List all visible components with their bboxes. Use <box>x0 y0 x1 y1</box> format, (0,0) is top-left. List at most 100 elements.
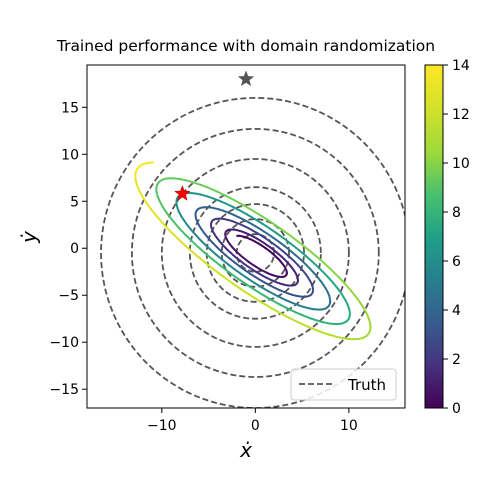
trajectory-segment <box>236 277 247 285</box>
trajectory-segment <box>211 197 220 202</box>
trajectory-segment <box>164 210 171 218</box>
trajectory-segment <box>308 267 315 274</box>
trajectory-segment <box>224 254 232 260</box>
trajectory-segment <box>228 271 239 280</box>
trajectory-segment <box>301 323 313 330</box>
y-tick-label: −15 <box>49 382 79 398</box>
truth-circle <box>130 127 380 378</box>
trajectory-segment <box>244 283 256 291</box>
trajectory-segment <box>350 289 358 298</box>
trajectory-segment <box>306 248 318 258</box>
trajectory-segment <box>294 254 302 261</box>
trajectory-segment <box>249 272 257 278</box>
legend-truth-label: Truth <box>347 376 386 394</box>
y-tick-label: 0 <box>70 241 79 257</box>
trajectory-segment <box>335 335 344 340</box>
trajectory-segment <box>243 218 251 224</box>
trajectory-segment <box>280 228 292 237</box>
truth-circles <box>100 96 405 408</box>
truth-circle <box>160 158 350 348</box>
trajectory-segment <box>212 258 222 268</box>
trajectory-segment <box>297 249 307 257</box>
trajectory-segment <box>253 217 263 225</box>
trajectory-segment <box>252 209 264 218</box>
trajectory-segment <box>161 222 171 232</box>
y-tick-label: 15 <box>61 100 79 116</box>
trajectory-segment <box>178 227 187 236</box>
trajectory-segment <box>189 228 196 236</box>
trajectory-segment <box>298 241 309 251</box>
trajectory-segment <box>290 243 300 251</box>
trajectory-segment <box>342 337 351 341</box>
trajectory-segment <box>301 314 311 319</box>
truth-circle <box>205 203 305 303</box>
trajectory-segment <box>180 178 189 182</box>
trained-trajectory <box>134 161 372 341</box>
trajectory-segment <box>260 228 269 235</box>
trajectory-segment <box>209 248 217 256</box>
trajectory-segment <box>289 234 301 244</box>
trajectory-segment <box>328 277 335 285</box>
trajectory-segment <box>283 245 292 252</box>
trajectory-segment <box>344 283 352 292</box>
trajectory-segment <box>266 232 275 239</box>
trajectory-segment <box>270 298 281 306</box>
x-axis: −10 0 10 <box>147 408 358 434</box>
trajectory-segment <box>355 296 362 305</box>
truth-circle <box>220 218 290 288</box>
trajectory-segment <box>311 260 320 269</box>
trajectory-segment <box>315 255 326 265</box>
trajectory-segment <box>330 269 340 279</box>
y-axis-label: ẏ <box>17 230 41 244</box>
trajectory-segment <box>315 319 324 323</box>
trajectory-segment <box>155 214 164 225</box>
trajectory-segment <box>161 204 167 212</box>
trajectory-segment <box>214 253 223 261</box>
x-axis-label: ẋ <box>239 438 252 462</box>
y-axis: −15 −10 −5 0 5 10 15 <box>49 100 87 398</box>
trajectory-segment <box>273 293 282 299</box>
trajectory-segment <box>184 233 193 242</box>
trajectory-segment <box>224 194 236 202</box>
trajectory-segment <box>221 275 234 285</box>
trajectory-segment <box>252 296 265 305</box>
trajectory-segment <box>285 299 294 305</box>
trajectory-segment <box>243 269 251 275</box>
trajectory-segment <box>208 187 219 193</box>
trajectory-segment <box>168 215 176 224</box>
trajectory-segment <box>253 282 263 289</box>
trajectory-segment <box>268 227 278 235</box>
y-tick-label: 5 <box>70 194 79 210</box>
trajectory-segment <box>317 266 325 274</box>
trajectory-segment <box>242 289 255 299</box>
trajectory-segment <box>186 179 195 184</box>
trajectory-segment <box>332 282 340 290</box>
trajectory-segment <box>238 209 248 216</box>
trajectory-segment <box>233 199 245 207</box>
trajectory-segment <box>248 222 257 228</box>
trajectory-segment <box>231 205 241 212</box>
trajectory-segment <box>304 262 311 270</box>
trajectory-segment <box>254 225 263 231</box>
trajectory-segment <box>245 213 256 220</box>
trajectory-segment <box>197 246 207 255</box>
truth-start-marker <box>237 70 255 87</box>
trajectory-segment <box>238 265 246 272</box>
trajectory-segment <box>260 222 271 230</box>
trajectory-segment <box>289 249 297 256</box>
truth-circle <box>100 96 405 408</box>
colorbar-tick-label: 4 <box>452 303 461 319</box>
trajectory-segment <box>198 238 206 246</box>
colorbar: 0 2 4 6 8 10 12 14 <box>424 58 470 417</box>
colorbar-ticks: 0 2 4 6 8 10 12 14 <box>443 58 470 417</box>
colorbar-tick-label: 10 <box>452 156 470 172</box>
trajectory-segment <box>283 237 293 246</box>
trained-start-marker <box>174 184 191 201</box>
trajectory-segment <box>242 204 254 212</box>
colorbar-tick-label: 2 <box>452 352 461 368</box>
x-tick-label: −10 <box>147 418 177 434</box>
trajectory-segment <box>359 302 366 310</box>
colorbar-tick-label: 8 <box>452 205 461 221</box>
plot-frame <box>86 64 406 409</box>
trajectory-segment <box>200 184 211 190</box>
